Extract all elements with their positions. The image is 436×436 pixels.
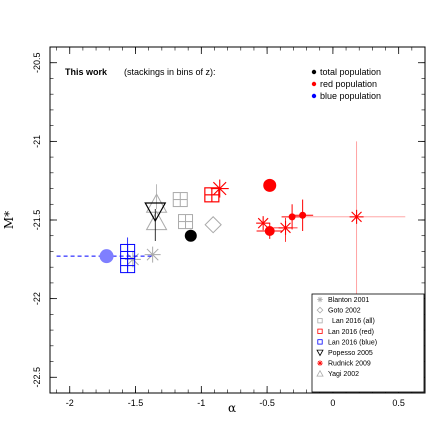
blue-population-marker bbox=[99, 249, 114, 264]
x-tick-label: 0.5 bbox=[392, 398, 405, 408]
rudnick-2009-point bbox=[256, 216, 271, 231]
reference-legend-label: Blanton 2001 bbox=[328, 297, 369, 304]
asterisk-stroke bbox=[351, 211, 362, 223]
reference-legend-label: Lan 2016 (blue) bbox=[328, 339, 377, 346]
asterisk-stroke bbox=[212, 181, 227, 196]
x-tick-labels: -2 -1.5 -1 -0.5 0 0.5 bbox=[66, 398, 405, 408]
reference-legend-entry: Lan 2016 (all) bbox=[317, 318, 375, 325]
y-tick-labels: -20.5 -21 -21.5 -22 -22.5 bbox=[32, 52, 42, 387]
asterisk-stroke bbox=[257, 217, 269, 229]
square-marker bbox=[317, 318, 323, 324]
blanton-2001-point bbox=[144, 246, 161, 263]
lan-2016-all-point bbox=[172, 192, 188, 208]
yagi-2002-point bbox=[145, 184, 168, 213]
axis-ticks bbox=[50, 47, 425, 394]
reference-legend-entry: Lan 2016 (red) bbox=[317, 328, 374, 336]
reference-legend-label: Rudnick 2009 bbox=[328, 361, 371, 368]
reference-legend-label: Goto 2002 bbox=[328, 308, 361, 315]
blanton-2001-point bbox=[124, 251, 141, 268]
red-population-point bbox=[256, 223, 283, 239]
yagi-2002-point bbox=[145, 210, 168, 231]
main-legend: This work (stackings in bins of z): tota… bbox=[65, 67, 381, 101]
asterisk-stroke bbox=[126, 253, 139, 266]
data-markers bbox=[56, 141, 406, 307]
goto-2002-point bbox=[204, 216, 222, 234]
filled-circle-marker bbox=[263, 178, 277, 192]
x-tick-label: -1.5 bbox=[128, 398, 144, 408]
lan-2016-blue-point bbox=[120, 258, 136, 274]
x-tick-label: 0 bbox=[330, 398, 335, 408]
popesso-2005-point bbox=[144, 202, 167, 241]
filled-circle-marker bbox=[311, 81, 317, 87]
reference-legend-label: Yagi 2002 bbox=[328, 371, 359, 378]
y-tick-label: -21 bbox=[32, 135, 42, 148]
square-marker bbox=[317, 328, 323, 334]
filled-circle-marker bbox=[311, 93, 317, 99]
reference-legend-entry: Goto 2002 bbox=[316, 306, 361, 315]
main-legend-label: blue population bbox=[320, 91, 381, 101]
filled-circle-marker bbox=[288, 213, 296, 221]
reference-legend-entry: Lan 2016 (blue) bbox=[317, 339, 377, 346]
triangle-down-marker bbox=[144, 202, 167, 223]
red-population-point bbox=[292, 199, 314, 232]
main-legend-title: This work bbox=[65, 67, 108, 77]
reference-legend-box bbox=[311, 293, 425, 393]
main-legend-label: red population bbox=[320, 79, 377, 89]
lan-2016-red-point bbox=[204, 187, 220, 203]
reference-legend-entry: Yagi 2002 bbox=[316, 369, 359, 378]
reference-legend-entry: Popesso 2005 bbox=[316, 349, 373, 357]
red-population-point bbox=[281, 204, 303, 230]
reference-legend-entry: Blanton 2001 bbox=[317, 296, 369, 304]
diamond-marker bbox=[204, 216, 222, 234]
triangle-down-marker bbox=[316, 349, 324, 357]
asterisk-stroke bbox=[317, 297, 323, 302]
y-tick-label: -20.5 bbox=[32, 52, 42, 73]
x-tick-label: -2 bbox=[66, 398, 74, 408]
filled-circle-marker bbox=[184, 229, 197, 242]
triangle-up-marker bbox=[145, 210, 168, 231]
x-tick-label: -0.5 bbox=[259, 398, 275, 408]
filled-circle-marker bbox=[311, 69, 317, 75]
red-population-point bbox=[263, 178, 277, 192]
y-tick-label: -21.5 bbox=[32, 210, 42, 231]
diamond-marker bbox=[316, 306, 324, 314]
y-axis-title: M* bbox=[2, 211, 16, 229]
asterisk-stroke bbox=[317, 360, 323, 366]
main-legend-label: total population bbox=[320, 67, 381, 77]
reference-legend-label: Lan 2016 (red) bbox=[328, 329, 374, 336]
reference-legend: Blanton 2001 Goto 2002 Lan 2016 (all) Lan 2… bbox=[311, 293, 425, 393]
filled-circle-marker bbox=[264, 226, 275, 237]
rudnick-2009-point bbox=[273, 217, 298, 242]
lan-2016-all-point bbox=[178, 214, 194, 230]
rudnick-2009-point bbox=[290, 141, 406, 307]
y-tick-label: -22.5 bbox=[32, 367, 42, 388]
square-marker bbox=[317, 339, 323, 345]
asterisk-stroke bbox=[146, 248, 159, 261]
main-legend-note: (stackings in bins of z): bbox=[124, 67, 216, 77]
rudnick-2009-point bbox=[210, 179, 229, 198]
triangle-up-marker bbox=[316, 369, 324, 377]
y-tick-label: -22 bbox=[32, 292, 42, 305]
total-population-point bbox=[184, 229, 197, 242]
blue-population-point bbox=[56, 249, 153, 264]
filled-circle-marker bbox=[299, 211, 307, 219]
x-tick-label: -1 bbox=[197, 398, 205, 408]
reference-legend-entry: Rudnick 2009 bbox=[317, 360, 371, 368]
reference-legend-label: Lan 2016 (all) bbox=[332, 318, 375, 325]
x-axis-title: α bbox=[228, 401, 236, 415]
reference-legend-label: Popesso 2005 bbox=[328, 350, 373, 357]
